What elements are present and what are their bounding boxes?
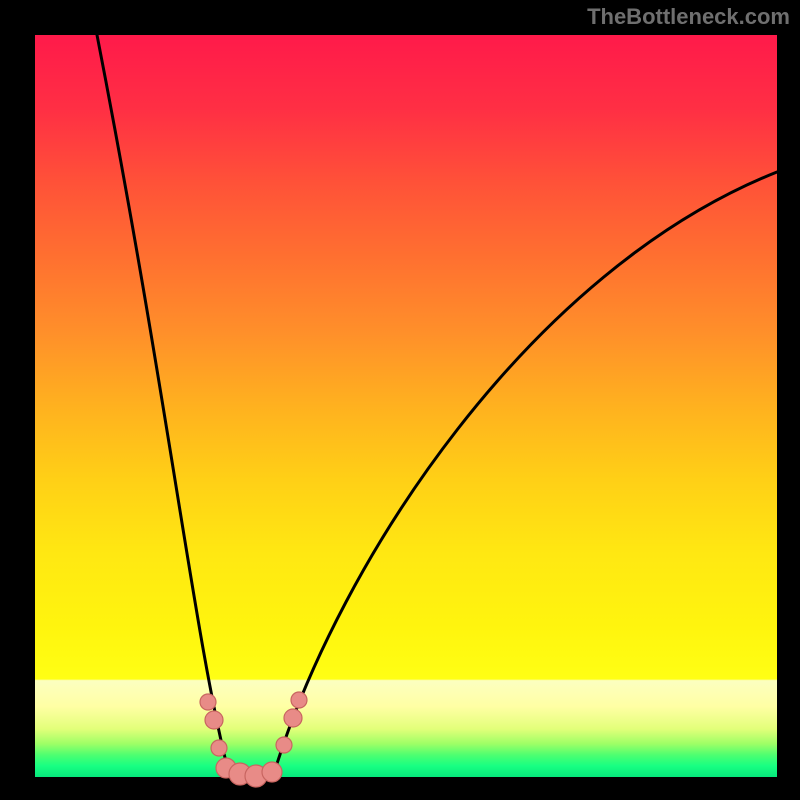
data-marker [284, 709, 302, 727]
data-marker [211, 740, 227, 756]
data-marker [291, 692, 307, 708]
chart-container: TheBottleneck.com [0, 0, 800, 800]
data-marker [200, 694, 216, 710]
bottleneck-chart [0, 0, 800, 800]
watermark-text: TheBottleneck.com [587, 4, 790, 30]
data-marker [205, 711, 223, 729]
plot-background [35, 35, 777, 777]
data-marker [276, 737, 292, 753]
data-marker [262, 762, 282, 782]
